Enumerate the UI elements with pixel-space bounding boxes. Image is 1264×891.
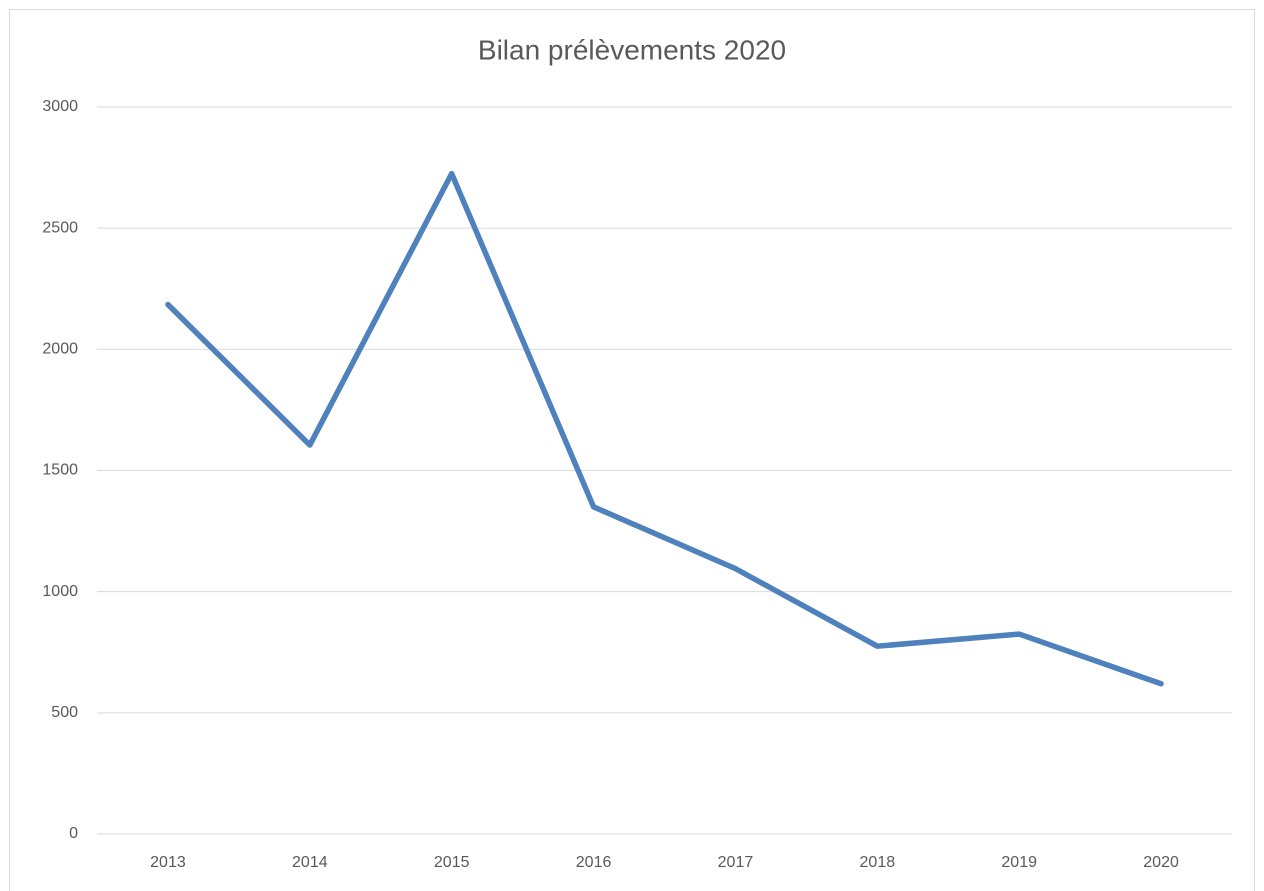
y-tick-label: 2000 (42, 341, 78, 358)
x-tick-label: 2014 (292, 854, 328, 871)
y-tick-label: 500 (51, 704, 78, 721)
data-line (165, 170, 1164, 687)
y-tick-label: 0 (69, 825, 78, 842)
x-tick-label: 2016 (576, 854, 612, 871)
x-tick-label: 2020 (1143, 854, 1179, 871)
y-tick-label: 1000 (42, 583, 78, 600)
x-tick-label: 2019 (1001, 854, 1037, 871)
x-tick-label: 2013 (150, 854, 186, 871)
x-tick-label: 2018 (860, 854, 896, 871)
y-tick-label: 3000 (42, 98, 78, 115)
chart-title: Bilan prélèvements 2020 (478, 34, 786, 65)
chart-border (9, 9, 1255, 891)
y-tick-label: 2500 (42, 219, 78, 236)
x-tick-label: 2017 (718, 854, 754, 871)
x-tick-label: 2015 (434, 854, 470, 871)
y-tick-label: 1500 (42, 462, 78, 479)
